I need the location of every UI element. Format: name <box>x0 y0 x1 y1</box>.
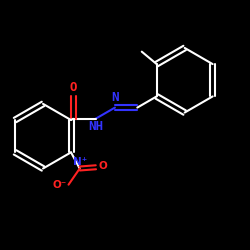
Text: O: O <box>70 82 77 94</box>
Text: O⁻: O⁻ <box>52 180 66 190</box>
Text: N: N <box>111 91 119 104</box>
Text: NH: NH <box>88 120 103 133</box>
Text: N⁺: N⁺ <box>73 156 87 166</box>
Text: O: O <box>99 161 108 171</box>
